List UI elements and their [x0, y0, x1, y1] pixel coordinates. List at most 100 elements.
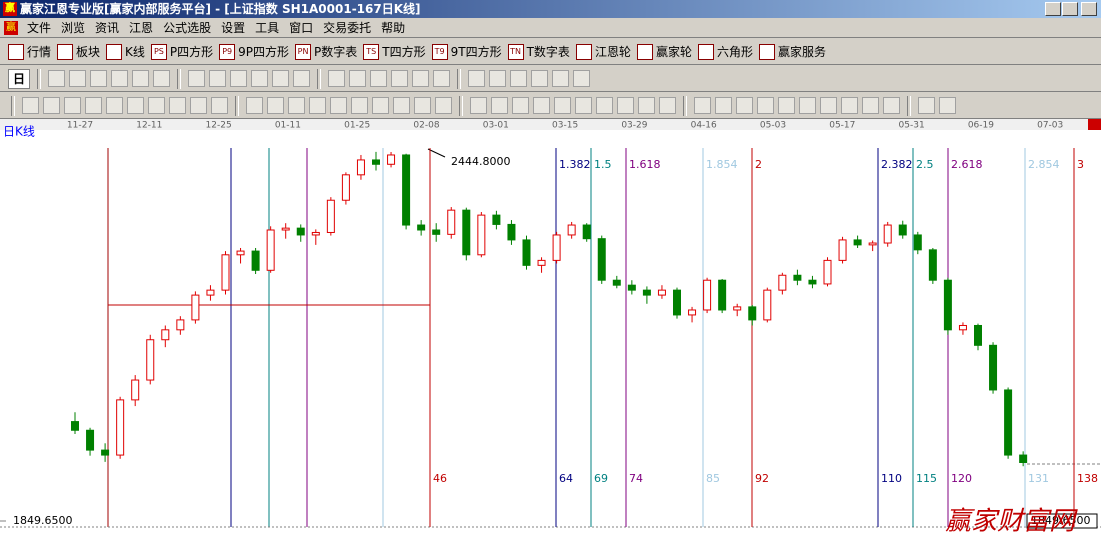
tool-icon[interactable]: [552, 70, 570, 87]
separator: [459, 95, 463, 116]
tool-icon[interactable]: [414, 97, 431, 114]
candle-body: [673, 289, 681, 316]
tool-icon[interactable]: [573, 70, 591, 87]
tool-icon[interactable]: [533, 97, 550, 114]
menu-item[interactable]: 窗口: [289, 21, 314, 35]
candle-body: [552, 234, 561, 261]
tool-icon[interactable]: [757, 97, 774, 114]
toolbar-button[interactable]: PS P四方形: [150, 43, 213, 60]
toolbar-button[interactable]: 赢家服务: [758, 43, 826, 60]
tool-icon[interactable]: [190, 97, 207, 114]
tool-icon[interactable]: [596, 97, 613, 114]
minimize-button[interactable]: [1045, 2, 1061, 16]
toolbar-button[interactable]: TS T四方形: [363, 43, 426, 60]
candle-body: [974, 324, 982, 346]
tool-icon[interactable]: [512, 97, 529, 114]
candle-body: [883, 224, 892, 244]
tool-icon[interactable]: [69, 70, 87, 87]
menu-item[interactable]: 帮助: [381, 21, 406, 35]
tool-icon[interactable]: [132, 70, 150, 87]
tool-icon[interactable]: [153, 70, 171, 87]
tool-icon[interactable]: [883, 97, 900, 114]
menu-item[interactable]: 设置: [221, 21, 246, 35]
menu-item[interactable]: 工具: [255, 21, 280, 35]
tool-icon[interactable]: [715, 97, 732, 114]
tool-icon[interactable]: [939, 97, 956, 114]
tool-icon[interactable]: [328, 70, 346, 87]
tool-icon[interactable]: [48, 70, 66, 87]
tool-icon[interactable]: [90, 70, 108, 87]
tool-icon[interactable]: [267, 97, 284, 114]
tool-icon[interactable]: [617, 97, 634, 114]
tool-icon[interactable]: [293, 70, 311, 87]
menu-item[interactable]: 资讯: [95, 21, 120, 35]
tool-icon[interactable]: [106, 97, 123, 114]
tool-icon[interactable]: [148, 97, 165, 114]
tool-icon[interactable]: [575, 97, 592, 114]
tool-icon[interactable]: [659, 97, 676, 114]
tool-icon[interactable]: [43, 97, 60, 114]
candle-body: [116, 399, 125, 456]
maximize-button[interactable]: [1062, 2, 1078, 16]
tool-icon[interactable]: [111, 70, 129, 87]
menu-item[interactable]: 交易委托: [323, 21, 372, 35]
tool-icon[interactable]: [510, 70, 528, 87]
tool-icon[interactable]: [862, 97, 879, 114]
tool-icon[interactable]: [391, 70, 409, 87]
tool-icon[interactable]: [435, 97, 452, 114]
tool-icon[interactable]: [251, 70, 269, 87]
tool-icon[interactable]: [288, 97, 305, 114]
toolbar-button[interactable]: 江恩轮: [575, 43, 631, 60]
tool-icon[interactable]: [393, 97, 410, 114]
tool-icon[interactable]: [489, 70, 507, 87]
tool-icon[interactable]: [349, 70, 367, 87]
tool-icon[interactable]: [412, 70, 430, 87]
tool-icon[interactable]: [694, 97, 711, 114]
tool-icon[interactable]: [468, 70, 486, 87]
tool-icon[interactable]: [188, 70, 206, 87]
tool-icon[interactable]: [230, 70, 248, 87]
menu-item[interactable]: 江恩: [129, 21, 154, 35]
tool-icon[interactable]: [22, 97, 39, 114]
toolbar-button[interactable]: K线: [106, 43, 145, 60]
tool-icon[interactable]: [841, 97, 858, 114]
tool-icon[interactable]: [433, 70, 451, 87]
tool-icon[interactable]: [169, 97, 186, 114]
tool-icon[interactable]: [554, 97, 571, 114]
tool-icon[interactable]: [211, 97, 228, 114]
tool-icon[interactable]: [127, 97, 144, 114]
tool-icon[interactable]: [470, 97, 487, 114]
tool-icon[interactable]: [246, 97, 263, 114]
toolbar-button[interactable]: T9 9T四方形: [431, 43, 502, 60]
tool-icon[interactable]: [531, 70, 549, 87]
date-axis-end: [1088, 119, 1101, 130]
tool-icon[interactable]: [778, 97, 795, 114]
tool-icon[interactable]: [736, 97, 753, 114]
tool-icon[interactable]: [64, 97, 81, 114]
tool-icon[interactable]: [351, 97, 368, 114]
tool-icon[interactable]: [370, 70, 388, 87]
toolbar-button[interactable]: 板块: [57, 43, 100, 60]
tool-icon[interactable]: [638, 97, 655, 114]
tool-icon[interactable]: [309, 97, 326, 114]
tool-icon[interactable]: [918, 97, 935, 114]
toolbar-button[interactable]: TN T数字表: [507, 43, 570, 60]
tool-icon[interactable]: [85, 97, 102, 114]
tool-icon[interactable]: [209, 70, 227, 87]
menu-item[interactable]: 浏览: [61, 21, 86, 35]
tool-icon[interactable]: [272, 70, 290, 87]
menu-item[interactable]: 公式选股: [163, 21, 212, 35]
menu-item[interactable]: 文件: [27, 21, 52, 35]
period-dropdown[interactable]: 日: [8, 68, 31, 89]
tool-icon[interactable]: [491, 97, 508, 114]
tool-icon[interactable]: [330, 97, 347, 114]
toolbar-button[interactable]: 赢家轮: [636, 43, 692, 60]
tool-icon[interactable]: [372, 97, 389, 114]
toolbar-button[interactable]: PN P数字表: [295, 43, 357, 60]
tool-icon[interactable]: [799, 97, 816, 114]
toolbar-button[interactable]: 六角形: [697, 43, 753, 60]
toolbar-button[interactable]: P9 9P四方形: [219, 43, 289, 60]
tool-icon[interactable]: [820, 97, 837, 114]
toolbar-button[interactable]: 行情: [8, 43, 51, 60]
close-button[interactable]: [1081, 2, 1097, 16]
